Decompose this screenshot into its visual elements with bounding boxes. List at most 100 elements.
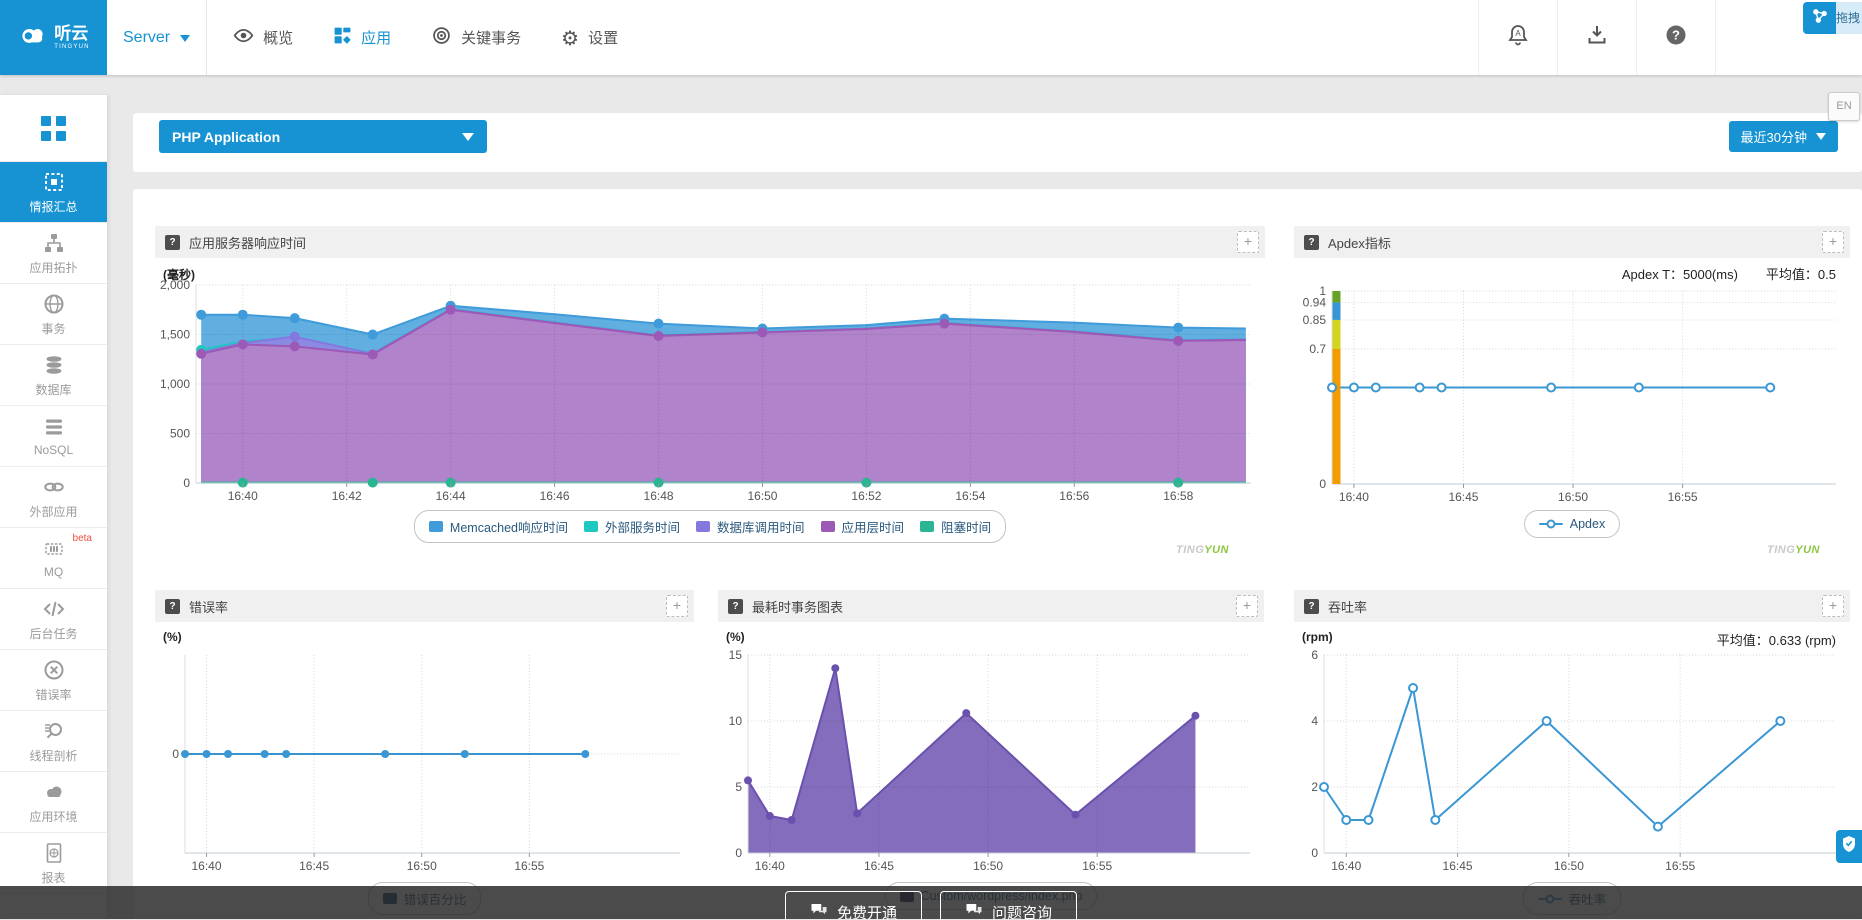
svg-text:500: 500	[170, 427, 190, 441]
help-icon[interactable]: ?	[1304, 234, 1319, 250]
legend-swatch	[696, 521, 711, 532]
legend-item[interactable]: Apdex	[1538, 517, 1606, 531]
help-icon[interactable]: ?	[165, 598, 180, 614]
help-button[interactable]: ?	[1636, 0, 1716, 75]
sidebar-item-background-tasks[interactable]: 后台任务	[0, 589, 107, 650]
bottom-promo-bar: 免费开通 问题咨询	[0, 886, 1862, 919]
sidebar-item-reports[interactable]: 报表	[0, 833, 107, 894]
report-icon	[42, 841, 66, 865]
legend-item[interactable]: 应用层时间	[820, 517, 905, 536]
apdex-chart[interactable]: 10.94 0.85 0.7 0 16:40 16:45 16:50 16:55	[1294, 284, 1850, 508]
application-selector[interactable]: PHP Application	[159, 120, 487, 153]
sidebar-item-database[interactable]: 数据库	[0, 345, 107, 406]
list-bars-icon	[42, 415, 66, 439]
svg-text:16:40: 16:40	[1331, 859, 1361, 873]
expand-button[interactable]: +	[1822, 231, 1844, 253]
code-icon	[42, 597, 66, 621]
sidebar-item-transactions[interactable]: 事务	[0, 284, 107, 345]
legend-label: Apdex	[1569, 517, 1606, 531]
card-throughput: ? 吞吐率 + (rpm) 平均值：0.633 (rpm) 6 4 2 0 16:40 1…	[1294, 590, 1850, 920]
svg-text:16:50: 16:50	[747, 489, 777, 503]
legend-item[interactable]: 阻塞时间	[920, 517, 991, 536]
help-icon[interactable]: ?	[1304, 598, 1319, 614]
svg-text:16:40: 16:40	[192, 859, 222, 873]
share-nodes-icon	[1810, 6, 1830, 31]
time-range-selector[interactable]: 最近30分钟	[1728, 121, 1838, 152]
free-activation-button[interactable]: 免费开通	[784, 891, 922, 920]
shield-icon	[1841, 834, 1857, 859]
language-toggle[interactable]: EN	[1828, 92, 1860, 121]
download-button[interactable]	[1557, 0, 1636, 75]
sidebar-item-external-apps[interactable]: 外部应用	[0, 467, 107, 528]
svg-text:16:42: 16:42	[332, 489, 362, 503]
app-logo[interactable]: 听云 TINGYUN	[0, 0, 107, 75]
feedback-widget-button[interactable]	[1836, 830, 1862, 863]
sidebar-item-app-environment[interactable]: 应用环境	[0, 772, 107, 833]
top-nav: 听云 TINGYUN Server 概览 应用 关键事务 ⚙ 设置 A	[0, 0, 1862, 75]
legend-swatch	[428, 521, 443, 532]
sidebar-item-label: NoSQL	[33, 443, 74, 457]
notifications-button[interactable]: A	[1478, 0, 1557, 75]
sidebar-item-thread-profiler[interactable]: 线程剖析	[0, 711, 107, 772]
product-selector[interactable]: Server	[107, 0, 206, 75]
sidebar-item-summary[interactable]: 情报汇总	[0, 162, 107, 223]
free-activation-label: 免费开通	[836, 904, 897, 920]
sidebar: 情报汇总 应用拓扑 事务 数据库 NoSQL 外部应用 beta MQ 后台任务…	[0, 95, 107, 919]
legend-item[interactable]: Memcached响应时间	[428, 517, 568, 536]
slow-transactions-chart[interactable]: 15 10 5 0 16:40 16:45 16:50 16:55	[718, 640, 1264, 880]
expand-button[interactable]: +	[1822, 595, 1844, 617]
svg-text:0.7: 0.7	[1309, 342, 1326, 356]
cloud-logo-icon	[17, 23, 49, 52]
sidebar-item-mq[interactable]: beta MQ	[0, 528, 107, 589]
svg-text:0.85: 0.85	[1303, 313, 1327, 327]
nav-item-overview[interactable]: 概览	[233, 25, 293, 50]
app-switcher-button[interactable]	[0, 95, 107, 162]
nav-item-settings[interactable]: ⚙ 设置	[561, 27, 618, 48]
globe-icon	[42, 292, 66, 316]
target-icon	[431, 25, 452, 50]
consultation-label: 问题咨询	[992, 904, 1053, 920]
svg-text:0: 0	[1311, 846, 1318, 860]
sidebar-item-label: 外部应用	[29, 504, 78, 519]
response-time-chart[interactable]: 0 500 1,000 1,500 2,000 16:40 16:42 16:44 16:46 1…	[155, 258, 1265, 510]
product-selector-label: Server	[123, 28, 171, 46]
sidebar-item-label: 错误率	[35, 687, 72, 702]
throughput-chart[interactable]: 6 4 2 0 16:40 16:45 16:50 16:55	[1294, 640, 1850, 880]
topology-icon	[42, 231, 66, 255]
sidebar-item-topology[interactable]: 应用拓扑	[0, 223, 107, 284]
logo-subtext: TINGYUN	[54, 44, 90, 50]
legend-label: 阻塞时间	[941, 521, 992, 535]
svg-text:0: 0	[183, 476, 190, 490]
sidebar-item-label: 事务	[41, 321, 66, 336]
expand-button[interactable]: +	[1236, 595, 1258, 617]
help-icon[interactable]: ?	[728, 598, 743, 614]
legend-swatch	[920, 521, 935, 532]
expand-button[interactable]: +	[1237, 231, 1259, 253]
legend-item[interactable]: 数据库调用时间	[696, 517, 805, 536]
svg-text:16:46: 16:46	[540, 489, 570, 503]
svg-text:5: 5	[735, 780, 742, 794]
tingyun-watermark: TINGYUN	[1766, 544, 1820, 556]
sidebar-item-label: 数据库	[35, 382, 72, 397]
chart-title: 最耗时事务图表	[752, 599, 844, 615]
svg-text:4: 4	[1311, 714, 1318, 728]
legend-label: 应用层时间	[841, 521, 905, 535]
nav-item-key-transactions[interactable]: 关键事务	[431, 25, 521, 50]
nav-item-label: 设置	[588, 30, 619, 47]
nav-item-applications[interactable]: 应用	[333, 26, 391, 49]
legend-label: 数据库调用时间	[717, 521, 805, 535]
svg-text:16:50: 16:50	[973, 859, 1003, 873]
share-widget-button[interactable]	[1803, 2, 1836, 34]
expand-button[interactable]: +	[666, 595, 688, 617]
svg-text:16:48: 16:48	[644, 489, 674, 503]
legend-item[interactable]: 外部服务时间	[584, 517, 680, 536]
svg-text:16:40: 16:40	[228, 489, 258, 503]
consultation-button[interactable]: 问题咨询	[940, 891, 1078, 920]
error-rate-chart[interactable]: 0 16:40 16:45 16:50 16:55	[155, 640, 694, 880]
sidebar-item-error-rate[interactable]: 错误率	[0, 650, 107, 711]
sidebar-item-nosql[interactable]: NoSQL	[0, 406, 107, 467]
throughput-average-value: 平均值：0.633 (rpm)	[1716, 633, 1836, 648]
card-slow-transactions: ? 最耗时事务图表 + (%) 15 10 5 0 16:40 16:45 16:50 16:…	[718, 590, 1264, 920]
magnifier-icon	[42, 719, 66, 743]
help-icon[interactable]: ?	[165, 234, 180, 250]
